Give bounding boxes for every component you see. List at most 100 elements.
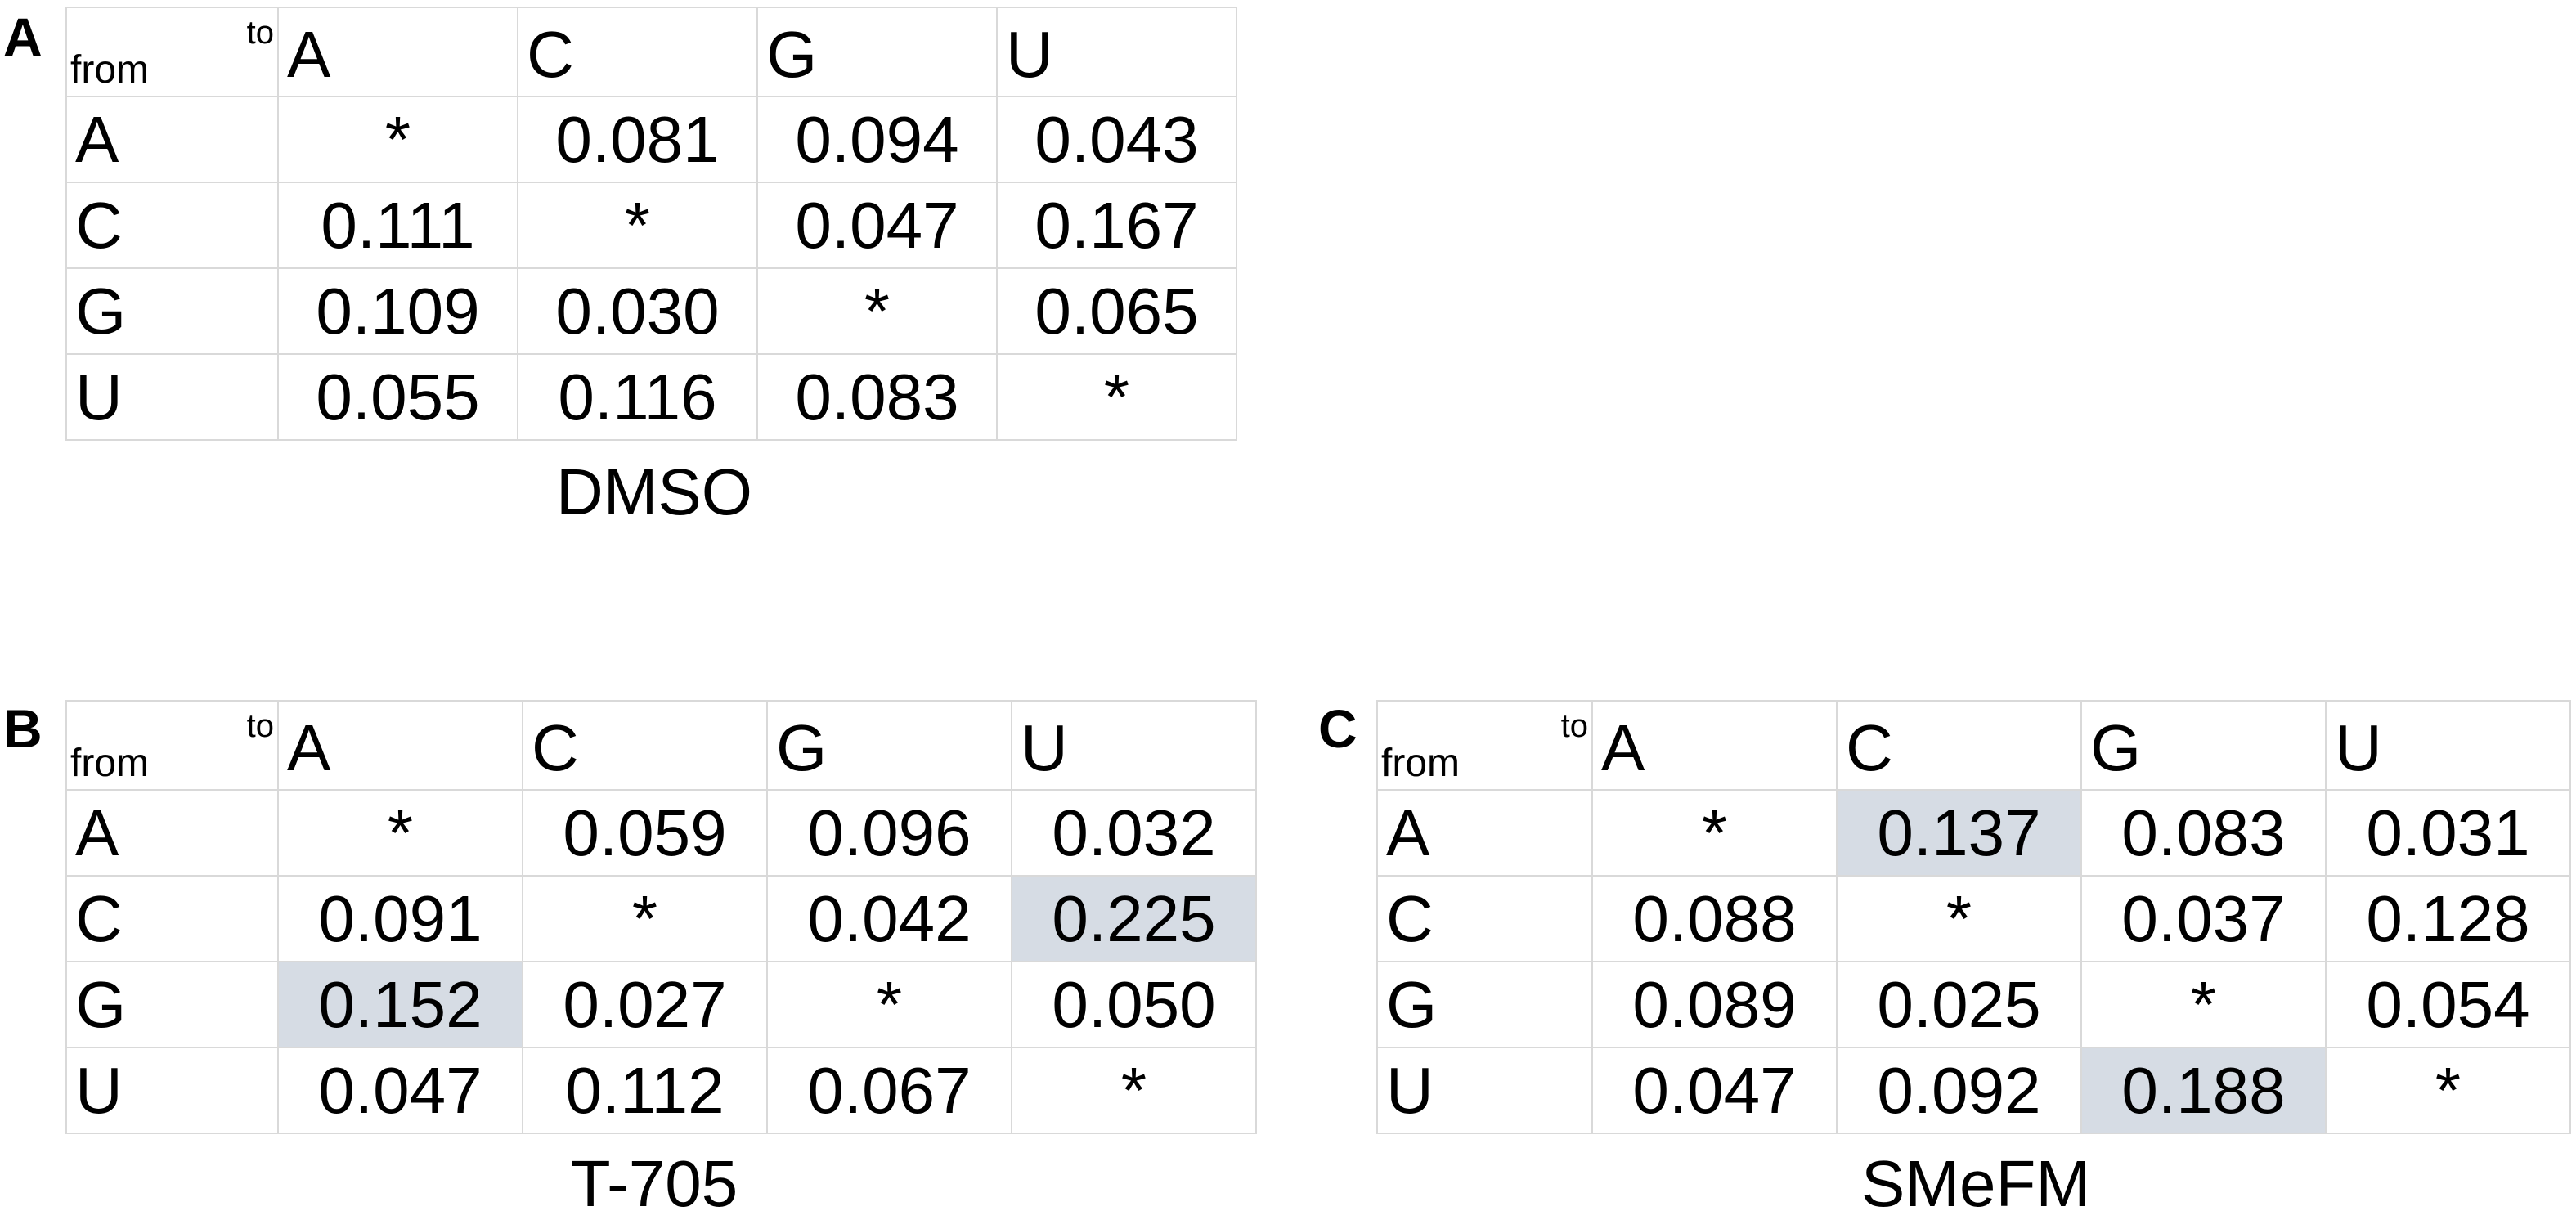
column-header: C [1836,700,2082,791]
value-cell: 0.055 [277,353,518,441]
data-row: U 0.047 0.092 0.188 * [1376,1047,2571,1134]
row-label: C [65,182,279,269]
value-cell: 0.032 [1011,789,1257,877]
column-header: G [2080,700,2327,791]
data-row: G 0.109 0.030 * 0.065 [65,267,1237,355]
data-row: C 0.091 * 0.042 0.225 [65,875,1257,962]
header-row: to from A C G U [65,700,1257,791]
value-cell: 0.042 [766,875,1012,962]
value-cell: 0.128 [2325,875,2571,962]
matrix-table: to from A C G U A * 0.081 0.094 0.043 C 0.111 * 0.047 0… [65,7,1237,441]
value-cell: 0.092 [1836,1047,2082,1134]
corner-cell: to from [1376,700,1593,791]
value-cell: * [522,875,768,962]
value-cell: 0.059 [522,789,768,877]
data-row: C 0.088 * 0.037 0.128 [1376,875,2571,962]
caption: SMeFM [1861,1147,2090,1220]
caption: DMSO [556,455,752,528]
row-label: C [1376,875,1593,962]
value-cell: * [996,353,1237,441]
value-cell: 0.025 [1836,961,2082,1048]
value-cell: 0.054 [2325,961,2571,1048]
column-header: G [766,700,1012,791]
caption: T-705 [570,1147,738,1220]
value-cell: 0.137 [1836,789,2082,877]
column-header: A [277,7,518,97]
row-label: G [65,961,279,1048]
column-header: G [756,7,998,97]
value-cell: 0.091 [277,875,523,962]
value-cell: 0.031 [2325,789,2571,877]
from-label: from [1381,742,1460,785]
corner-cell: to from [65,7,279,97]
column-header: A [1591,700,1838,791]
column-header: C [517,7,758,97]
value-cell: 0.083 [2080,789,2327,877]
panel-label: B [3,698,43,759]
header-row: to from A C G U [1376,700,2571,791]
from-label: from [70,742,149,785]
value-cell: 0.065 [996,267,1237,355]
data-row: G 0.089 0.025 * 0.054 [1376,961,2571,1048]
value-cell: * [756,267,998,355]
panel-label: C [1318,698,1358,759]
data-row: A * 0.137 0.083 0.031 [1376,789,2571,877]
value-cell: 0.167 [996,182,1237,269]
value-cell: * [1011,1047,1257,1134]
data-row: A * 0.081 0.094 0.043 [65,96,1237,183]
value-cell: * [277,96,518,183]
value-cell: 0.225 [1011,875,1257,962]
column-header: U [1011,700,1257,791]
value-cell: 0.037 [2080,875,2327,962]
value-cell: 0.050 [1011,961,1257,1048]
value-cell: 0.112 [522,1047,768,1134]
data-row: C 0.111 * 0.047 0.167 [65,182,1237,269]
row-label: C [65,875,279,962]
value-cell: 0.047 [1591,1047,1838,1134]
value-cell: 0.030 [517,267,758,355]
value-cell: 0.109 [277,267,518,355]
value-cell: 0.047 [756,182,998,269]
data-row: G 0.152 0.027 * 0.050 [65,961,1257,1048]
value-cell: 0.083 [756,353,998,441]
corner-cell: to from [65,700,279,791]
value-cell: 0.188 [2080,1047,2327,1134]
to-label: to [246,15,274,51]
row-label: U [1376,1047,1593,1134]
to-label: to [1560,708,1588,744]
column-header: A [277,700,523,791]
value-cell: 0.096 [766,789,1012,877]
row-label: U [65,1047,279,1134]
matrix-table: to from A C G U A * 0.059 0.096 0.032 C 0.091 * 0.042 0… [65,700,1257,1134]
value-cell: * [1836,875,2082,962]
row-label: G [65,267,279,355]
value-cell: * [1591,789,1838,877]
value-cell: 0.111 [277,182,518,269]
value-cell: 0.043 [996,96,1237,183]
value-cell: 0.088 [1591,875,1838,962]
value-cell: * [277,789,523,877]
column-header: U [996,7,1237,97]
value-cell: 0.116 [517,353,758,441]
value-cell: * [517,182,758,269]
data-row: A * 0.059 0.096 0.032 [65,789,1257,877]
row-label: A [65,789,279,877]
column-header: C [522,700,768,791]
value-cell: * [2325,1047,2571,1134]
value-cell: 0.067 [766,1047,1012,1134]
value-cell: 0.047 [277,1047,523,1134]
to-label: to [246,708,274,744]
from-label: from [70,48,149,92]
data-row: U 0.047 0.112 0.067 * [65,1047,1257,1134]
value-cell: 0.089 [1591,961,1838,1048]
value-cell: * [2080,961,2327,1048]
row-label: A [1376,789,1593,877]
value-cell: 0.027 [522,961,768,1048]
value-cell: 0.152 [277,961,523,1048]
value-cell: 0.094 [756,96,998,183]
panel-label: A [3,7,43,67]
row-label: G [1376,961,1593,1048]
column-header: U [2325,700,2571,791]
value-cell: 0.081 [517,96,758,183]
